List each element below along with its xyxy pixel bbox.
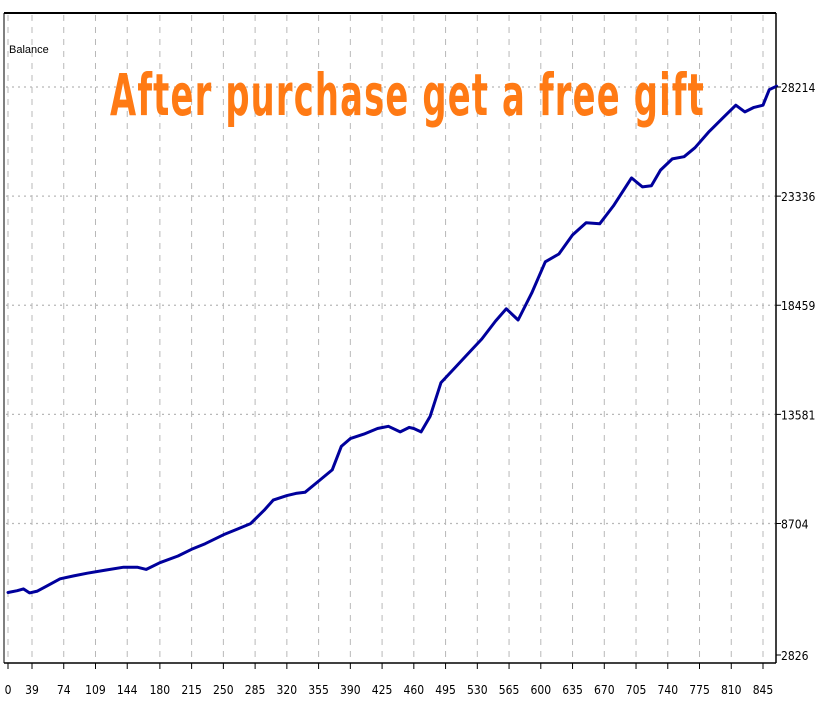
y-tick-label: 23336 <box>781 190 815 204</box>
y-ticks: 2826 8704 13581 18459 23336 28214 <box>776 81 815 663</box>
y-tick-label: 2826 <box>781 649 809 663</box>
x-tick-label: 845 <box>753 683 774 697</box>
y-tick-label: 8704 <box>781 517 809 531</box>
x-tick-label: 425 <box>372 683 393 697</box>
x-tick-label: 495 <box>435 683 456 697</box>
series-line <box>6 84 779 595</box>
y-tick-label: 28214 <box>781 81 815 95</box>
y-tick-label: 18459 <box>781 299 815 313</box>
x-tick-label: 565 <box>499 683 520 697</box>
promo-watermark: After purchase get a free gift <box>110 61 705 129</box>
x-tick-label: 530 <box>467 683 488 697</box>
y-tick-label: 13581 <box>781 408 815 422</box>
x-tick-label: 109 <box>85 683 106 697</box>
x-tick-label: 460 <box>404 683 425 697</box>
x-tick-label: 355 <box>308 683 329 697</box>
x-tick-label: 285 <box>245 683 266 697</box>
x-tick-label: 670 <box>594 683 615 697</box>
x-tick-label: 635 <box>562 683 583 697</box>
y-axis-label: Balance <box>9 44 49 56</box>
x-tick-label: 775 <box>689 683 710 697</box>
x-tick-label: 215 <box>181 683 202 697</box>
x-tick-label: 600 <box>530 683 551 697</box>
series-layer <box>6 84 779 595</box>
x-tick-label: 39 <box>25 683 39 697</box>
x-tick-label: 740 <box>657 683 678 697</box>
x-tick-label: 0 <box>5 683 12 697</box>
x-tick-label: 810 <box>721 683 742 697</box>
x-tick-label: 180 <box>150 683 171 697</box>
x-tick-label: 390 <box>340 683 361 697</box>
x-ticks: 0 39 74 109 144 180 215 250 285 320 355 390 425 460 49… <box>5 663 774 697</box>
x-tick-label: 74 <box>57 683 71 697</box>
x-tick-label: 320 <box>277 683 298 697</box>
x-tick-label: 250 <box>213 683 234 697</box>
x-tick-label: 144 <box>117 683 138 697</box>
x-tick-label: 705 <box>626 683 647 697</box>
grid <box>6 15 776 663</box>
